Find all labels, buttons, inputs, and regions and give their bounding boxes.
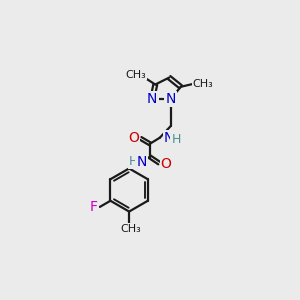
Text: H: H	[171, 133, 181, 146]
Text: H: H	[129, 155, 138, 168]
Text: CH₃: CH₃	[126, 70, 146, 80]
Text: F: F	[90, 200, 98, 214]
Text: O: O	[160, 157, 172, 171]
Text: N: N	[147, 92, 158, 106]
Text: CH₃: CH₃	[120, 224, 141, 234]
Text: N: N	[166, 92, 176, 106]
Text: N: N	[164, 130, 174, 145]
Text: CH₃: CH₃	[193, 79, 213, 89]
Text: N: N	[136, 154, 147, 169]
Text: O: O	[128, 130, 139, 145]
